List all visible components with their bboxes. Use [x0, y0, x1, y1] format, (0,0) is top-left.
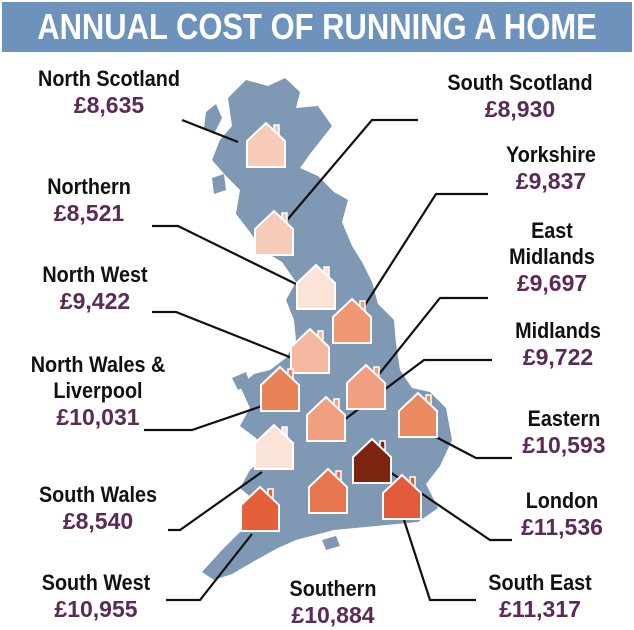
house-icon-north-west — [290, 327, 330, 374]
region-name: Southern — [289, 576, 377, 601]
house-icon-north-scotland — [246, 121, 286, 168]
house-icon-south-scotland — [254, 209, 294, 256]
houses — [240, 121, 438, 532]
house-icon-south-east — [382, 473, 422, 520]
title-banner: ANNUAL COST OF RUNNING A HOME — [2, 2, 632, 52]
leader-line-yorkshire — [357, 192, 488, 317]
label-southern: Southern £10,884 — [274, 578, 392, 627]
house-shape — [352, 437, 392, 484]
region-name: Midlands — [515, 318, 601, 343]
region-cost: £11,317 — [499, 596, 581, 622]
house-icon-south-west — [240, 485, 280, 532]
house-icon-east-midlands — [346, 363, 386, 410]
label-south-wales: South Wales £8,540 — [20, 484, 176, 533]
region-name: South West — [41, 570, 151, 595]
house-shape — [290, 327, 330, 374]
leader-line-south-east — [402, 519, 476, 602]
label-eastern: Eastern £10,593 — [512, 408, 616, 457]
label-midlands: Midlands £9,722 — [494, 320, 622, 369]
leader-line-south-scotland — [281, 118, 418, 227]
region-name-line-1: East — [531, 218, 573, 243]
house-shape — [254, 209, 294, 256]
label-east-midlands: East Midlands £9,697 — [488, 220, 616, 295]
house-shape — [254, 423, 294, 470]
house-shape — [308, 467, 348, 514]
mull-shape — [212, 174, 226, 194]
house-shape — [332, 297, 372, 344]
house-icon-north-wales-liverpool — [260, 365, 300, 412]
region-name: Eastern — [527, 406, 601, 431]
house-icon-northern — [296, 263, 336, 310]
house-shape — [398, 391, 438, 438]
leader-line-northern — [152, 224, 297, 285]
leader-line-south-wales — [168, 471, 263, 532]
region-cost: £10,031 — [56, 404, 140, 430]
label-south-west: South West £10,955 — [24, 572, 168, 621]
house-icon-midlands — [306, 395, 346, 442]
region-cost: £8,930 — [484, 96, 556, 122]
region-name-line-2: Liverpool — [53, 378, 143, 403]
house-shape — [240, 485, 280, 532]
region-name-line-1: North Wales & — [30, 352, 166, 377]
house-shape — [246, 121, 286, 168]
leader-line-north-scotland — [181, 118, 239, 144]
house-icon-eastern — [398, 391, 438, 438]
region-cost: £10,884 — [291, 602, 375, 628]
house-shape — [346, 363, 386, 410]
label-north-west: North West £9,422 — [20, 264, 170, 313]
region-name: South Scotland — [447, 70, 593, 95]
anglesey-shape — [232, 372, 250, 390]
region-cost: £9,422 — [59, 288, 131, 314]
house-icon-south-wales — [254, 423, 294, 470]
leader-line-east-midlands — [375, 296, 488, 379]
leader-line-south-west — [166, 533, 253, 602]
house-shape — [382, 473, 422, 520]
region-cost: £9,697 — [516, 270, 588, 296]
region-name: Northern — [47, 174, 131, 199]
region-cost: £8,540 — [62, 508, 134, 534]
leader-line-eastern — [433, 435, 512, 460]
isle-of-wight-shape — [322, 536, 340, 550]
region-name: South East — [488, 570, 592, 595]
house-shape — [296, 263, 336, 310]
region-cost: £8,521 — [53, 200, 125, 226]
house-icon-yorkshire — [332, 297, 372, 344]
region-name: South Wales — [38, 482, 158, 507]
region-name: London — [525, 488, 599, 513]
house-shape — [260, 365, 300, 412]
label-north-wales-liverpool: North Wales & Liverpool £10,031 — [4, 354, 192, 429]
region-name-line-2: Midlands — [509, 244, 595, 269]
hebrides-shape — [204, 104, 222, 134]
label-north-scotland: North Scotland £8,635 — [18, 68, 200, 117]
leader-line-north-wales-liverpool — [144, 404, 263, 432]
label-south-scotland: South Scotland £8,930 — [428, 72, 612, 121]
region-cost: £9,837 — [515, 168, 587, 194]
region-cost: £10,593 — [522, 432, 606, 458]
page-title: ANNUAL COST OF RUNNING A HOME — [37, 6, 597, 47]
region-cost: £11,536 — [521, 514, 603, 540]
house-shape — [306, 395, 346, 442]
leader-line-north-west — [152, 310, 293, 360]
region-name: North Scotland — [38, 66, 180, 91]
label-northern: Northern £8,521 — [26, 176, 152, 225]
region-cost: £8,635 — [73, 92, 145, 118]
label-south-east: South East £11,317 — [472, 572, 608, 621]
label-yorkshire: Yorkshire £9,837 — [486, 144, 616, 193]
label-london: London £11,536 — [508, 490, 616, 539]
region-cost: £10,955 — [54, 596, 138, 622]
house-icon-london — [352, 437, 392, 484]
region-name: North West — [42, 262, 148, 287]
house-icon-southern — [308, 467, 348, 514]
region-cost: £9,722 — [522, 344, 594, 370]
region-name: Yorkshire — [506, 142, 596, 167]
